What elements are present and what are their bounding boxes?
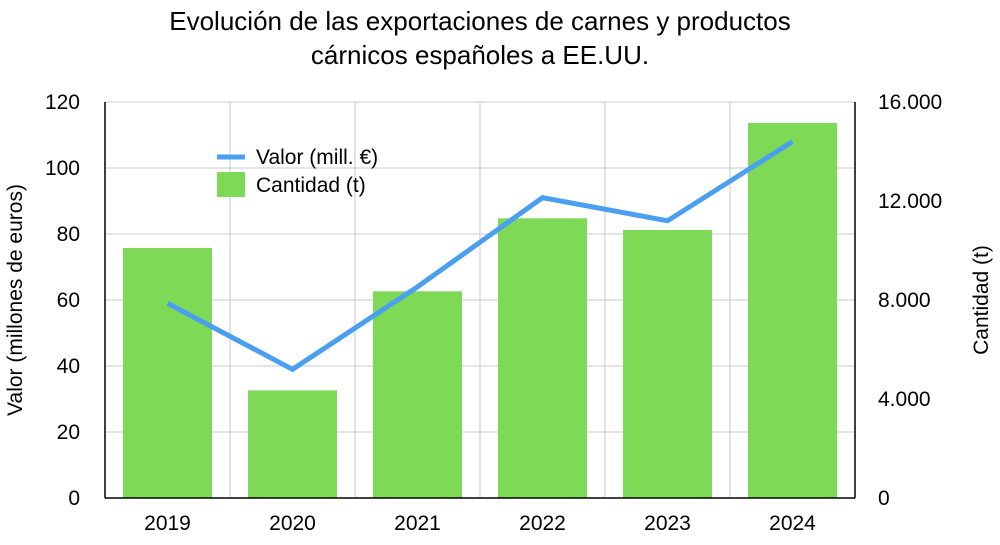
x-tick-label: 2023 (644, 512, 691, 535)
bar-cantidad (373, 291, 462, 498)
tick-labels: 0 20 40 60 80 100 120 0 4.000 8.000 12.000 16.000 20… (45, 91, 942, 535)
y-tick-label: 0 (68, 487, 80, 510)
legend: Valor (mill. €) Cantidad (t) (217, 146, 378, 197)
y2-tick-label: 16.000 (878, 91, 942, 114)
x-tick-label: 2021 (394, 512, 441, 535)
y-tick-label: 60 (57, 289, 80, 312)
bar-cantidad (248, 390, 337, 498)
y2-tick-label: 8.000 (878, 289, 931, 312)
bar-cantidad (748, 123, 837, 498)
axes (104, 102, 856, 499)
y-tick-label: 40 (57, 355, 80, 378)
y-tick-label: 100 (45, 157, 80, 180)
bars (123, 123, 837, 498)
gridlines (105, 101, 856, 498)
value-line (166, 139, 794, 373)
y-tick-label: 120 (45, 91, 80, 114)
y2-tick-label: 12.000 (878, 190, 942, 213)
bar-cantidad (498, 218, 587, 498)
x-tick-label: 2024 (769, 512, 816, 535)
y-tick-label: 20 (57, 421, 80, 444)
legend-label-cantidad: Cantidad (t) (256, 174, 366, 197)
y-tick-label: 80 (57, 223, 80, 246)
bar-cantidad (123, 248, 212, 498)
line-valor (166, 139, 794, 373)
x-tick-label: 2022 (519, 512, 566, 535)
x-tick-label: 2020 (269, 512, 316, 535)
y2-tick-label: 0 (878, 487, 890, 510)
chart-title: Evolución de las exportaciones de carnes… (0, 4, 960, 72)
y2-axis-title: Cantidad (t) (970, 245, 993, 355)
y2-tick-label: 4.000 (878, 388, 931, 411)
legend-bar-swatch (217, 172, 245, 197)
legend-label-valor: Valor (mill. €) (256, 146, 378, 169)
x-tick-label: 2019 (144, 512, 191, 535)
y-axis-title: Valor (millones de euros) (4, 184, 27, 416)
chart-title-line-1: Evolución de las exportaciones de carnes… (169, 6, 791, 36)
chart-title-line-2: cárnicos españoles a EE.UU. (310, 40, 650, 70)
bar-cantidad (623, 229, 712, 498)
